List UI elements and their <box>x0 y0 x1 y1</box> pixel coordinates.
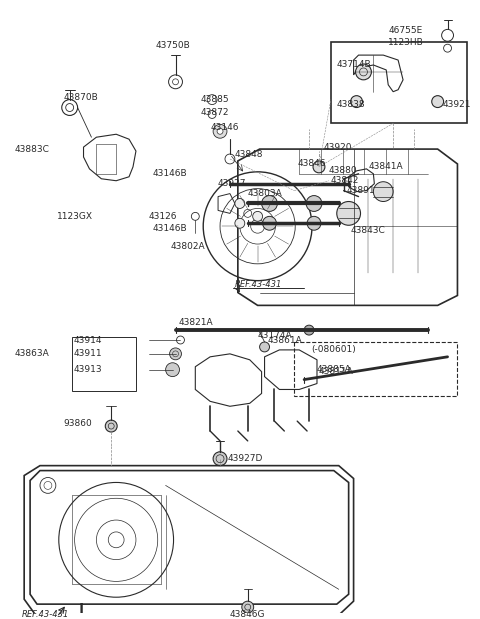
Circle shape <box>166 363 180 376</box>
Bar <box>294 342 457 396</box>
Text: 43848: 43848 <box>235 150 264 158</box>
Text: 43870B: 43870B <box>64 93 98 102</box>
Text: 43920: 43920 <box>324 142 352 152</box>
Text: 43174A: 43174A <box>258 331 292 340</box>
Text: 1123GX: 1123GX <box>57 212 93 221</box>
Text: 43146B: 43146B <box>153 223 187 233</box>
Circle shape <box>213 124 227 138</box>
Text: 43921: 43921 <box>443 100 471 109</box>
Text: 43126: 43126 <box>149 212 177 221</box>
Circle shape <box>337 202 360 225</box>
Text: 43821A: 43821A <box>179 318 213 327</box>
Text: 43885A: 43885A <box>317 365 352 374</box>
Text: 43927: 43927 <box>218 180 247 188</box>
Text: 43146: 43146 <box>210 123 239 132</box>
Text: 43914: 43914 <box>73 335 102 345</box>
Text: 43843C: 43843C <box>350 226 385 235</box>
Text: 43803A: 43803A <box>248 189 283 198</box>
Text: 43838: 43838 <box>337 100 365 109</box>
Circle shape <box>260 342 269 352</box>
Text: REF.43-431: REF.43-431 <box>235 280 282 289</box>
Text: 43846G: 43846G <box>230 610 265 618</box>
Text: 43846: 43846 <box>297 160 326 168</box>
Text: 46755E: 46755E <box>388 26 422 35</box>
Text: 43863A: 43863A <box>14 349 49 358</box>
Text: 43883C: 43883C <box>14 145 49 154</box>
Circle shape <box>306 196 322 212</box>
Text: 93860: 93860 <box>64 418 93 428</box>
Circle shape <box>217 128 223 134</box>
Text: 43750B: 43750B <box>156 41 191 50</box>
Text: 43927D: 43927D <box>228 454 264 463</box>
Circle shape <box>262 196 277 212</box>
Text: 43802A: 43802A <box>170 241 205 251</box>
Circle shape <box>304 325 314 335</box>
Circle shape <box>432 96 444 108</box>
Text: 43913: 43913 <box>73 365 102 374</box>
Circle shape <box>235 219 245 228</box>
Circle shape <box>356 64 372 80</box>
Text: 43911: 43911 <box>73 349 102 358</box>
Circle shape <box>373 182 393 202</box>
Circle shape <box>350 96 362 108</box>
Circle shape <box>235 199 245 209</box>
Circle shape <box>313 161 325 173</box>
Text: 43891: 43891 <box>347 186 375 195</box>
Circle shape <box>105 420 117 432</box>
Text: 43861A: 43861A <box>267 335 302 345</box>
Text: 43880: 43880 <box>329 167 358 175</box>
Circle shape <box>169 348 181 360</box>
Circle shape <box>242 601 253 613</box>
Circle shape <box>252 212 263 222</box>
Circle shape <box>213 452 227 465</box>
Text: 43842: 43842 <box>331 176 359 185</box>
Bar <box>331 42 468 123</box>
Text: REF.43-431: REF.43-431 <box>22 610 70 618</box>
Text: 43841A: 43841A <box>369 162 403 171</box>
Bar <box>72 337 136 391</box>
Text: 43811A: 43811A <box>319 367 354 376</box>
Text: 43146B: 43146B <box>153 170 187 178</box>
Text: 43714B: 43714B <box>337 61 372 69</box>
Text: (-080601): (-080601) <box>311 345 356 355</box>
Text: 43885: 43885 <box>200 95 229 104</box>
Circle shape <box>263 217 276 230</box>
Circle shape <box>307 217 321 230</box>
Text: 43872: 43872 <box>200 108 229 117</box>
Text: 1123HB: 1123HB <box>388 38 424 47</box>
